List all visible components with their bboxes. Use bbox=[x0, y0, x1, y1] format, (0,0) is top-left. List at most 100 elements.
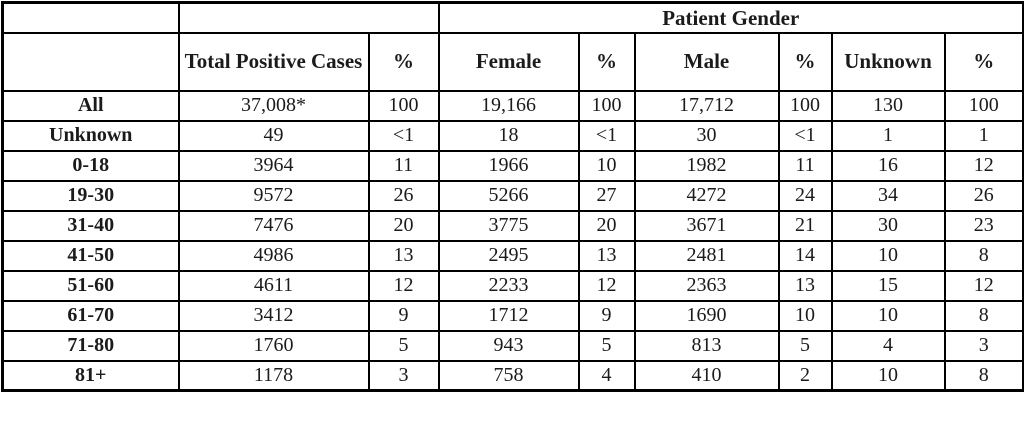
table-row: All 37,008* 100 19,166 100 17,712 100 13… bbox=[1, 89, 1024, 122]
cell-female: 1712 bbox=[437, 299, 580, 332]
table-row: 19-30 9572 26 5266 27 4272 24 34 26 bbox=[1, 179, 1024, 212]
cell-female: 19,166 bbox=[437, 89, 580, 122]
cell-male: 1982 bbox=[633, 149, 780, 182]
cell-male-pct: <1 bbox=[777, 119, 833, 152]
table-row: 61-70 3412 9 1712 9 1690 10 10 8 bbox=[1, 299, 1024, 332]
cell-male: 3671 bbox=[633, 209, 780, 242]
cell-unknown: 16 bbox=[830, 149, 946, 182]
cell-female-pct: 12 bbox=[577, 269, 636, 302]
table-row: 71-80 1760 5 943 5 813 5 4 3 bbox=[1, 329, 1024, 362]
cell-unknown-pct: 26 bbox=[943, 179, 1024, 212]
cell-total-pct: 20 bbox=[367, 209, 440, 242]
group-header-row: Patient Gender bbox=[1, 1, 1024, 34]
table-header: Patient Gender Total Positive Cases % Fe… bbox=[1, 1, 1024, 92]
col-header-male-pct: % bbox=[777, 31, 833, 92]
cell-male: 1690 bbox=[633, 299, 780, 332]
table-row: 41-50 4986 13 2495 13 2481 14 10 8 bbox=[1, 239, 1024, 272]
row-label: 61-70 bbox=[1, 299, 180, 332]
cell-female: 1966 bbox=[437, 149, 580, 182]
cell-unknown-pct: 8 bbox=[943, 239, 1024, 272]
row-label: 71-80 bbox=[1, 329, 180, 362]
cell-total-pct: 26 bbox=[367, 179, 440, 212]
cell-female-pct: 100 bbox=[577, 89, 636, 122]
cell-unknown-pct: 8 bbox=[943, 359, 1024, 392]
row-label: 0-18 bbox=[1, 149, 180, 182]
cell-unknown-pct: 1 bbox=[943, 119, 1024, 152]
col-header-female: Female bbox=[437, 31, 580, 92]
row-label: Unknown bbox=[1, 119, 180, 152]
cell-unknown-pct: 100 bbox=[943, 89, 1024, 122]
blank-agegroup-header-cell bbox=[1, 31, 180, 92]
cell-total: 3412 bbox=[177, 299, 370, 332]
cell-female-pct: <1 bbox=[577, 119, 636, 152]
cell-male: 813 bbox=[633, 329, 780, 362]
cell-unknown-pct: 8 bbox=[943, 299, 1024, 332]
cell-male: 2481 bbox=[633, 239, 780, 272]
cell-unknown: 10 bbox=[830, 239, 946, 272]
cell-male-pct: 2 bbox=[777, 359, 833, 392]
col-header-unknown: Unknown bbox=[830, 31, 946, 92]
cell-male-pct: 21 bbox=[777, 209, 833, 242]
cell-female-pct: 13 bbox=[577, 239, 636, 272]
blank-header-cell bbox=[177, 1, 440, 34]
cell-female-pct: 10 bbox=[577, 149, 636, 182]
cell-male: 2363 bbox=[633, 269, 780, 302]
cell-unknown-pct: 12 bbox=[943, 149, 1024, 182]
cell-male-pct: 13 bbox=[777, 269, 833, 302]
cell-total: 7476 bbox=[177, 209, 370, 242]
cell-total: 1760 bbox=[177, 329, 370, 362]
cell-unknown: 30 bbox=[830, 209, 946, 242]
row-label: 19-30 bbox=[1, 179, 180, 212]
row-label: 31-40 bbox=[1, 209, 180, 242]
cell-male-pct: 5 bbox=[777, 329, 833, 362]
cell-total: 4611 bbox=[177, 269, 370, 302]
cell-total-pct: 100 bbox=[367, 89, 440, 122]
table-row: Unknown 49 <1 18 <1 30 <1 1 1 bbox=[1, 119, 1024, 152]
cell-female: 18 bbox=[437, 119, 580, 152]
table-row: 51-60 4611 12 2233 12 2363 13 15 12 bbox=[1, 269, 1024, 302]
cell-male-pct: 24 bbox=[777, 179, 833, 212]
cell-male-pct: 14 bbox=[777, 239, 833, 272]
cell-unknown-pct: 3 bbox=[943, 329, 1024, 362]
cell-unknown-pct: 12 bbox=[943, 269, 1024, 302]
cell-total-pct: 12 bbox=[367, 269, 440, 302]
cell-unknown-pct: 23 bbox=[943, 209, 1024, 242]
cell-male: 410 bbox=[633, 359, 780, 392]
cell-male: 30 bbox=[633, 119, 780, 152]
cell-total-pct: 5 bbox=[367, 329, 440, 362]
cell-total-pct: 9 bbox=[367, 299, 440, 332]
cell-unknown: 1 bbox=[830, 119, 946, 152]
patient-gender-table: Patient Gender Total Positive Cases % Fe… bbox=[1, 1, 1024, 392]
cell-unknown: 10 bbox=[830, 359, 946, 392]
cell-total: 4986 bbox=[177, 239, 370, 272]
cell-total-pct: 13 bbox=[367, 239, 440, 272]
cell-total: 37,008* bbox=[177, 89, 370, 122]
row-label: 41-50 bbox=[1, 239, 180, 272]
cell-total: 3964 bbox=[177, 149, 370, 182]
table-row: 81+ 1178 3 758 4 410 2 10 8 bbox=[1, 359, 1024, 392]
cell-total-pct: 3 bbox=[367, 359, 440, 392]
cell-female: 758 bbox=[437, 359, 580, 392]
cell-female-pct: 5 bbox=[577, 329, 636, 362]
cell-male-pct: 11 bbox=[777, 149, 833, 182]
cell-female-pct: 27 bbox=[577, 179, 636, 212]
cell-female: 3775 bbox=[437, 209, 580, 242]
cell-male-pct: 10 bbox=[777, 299, 833, 332]
cell-total: 49 bbox=[177, 119, 370, 152]
cell-total-pct: <1 bbox=[367, 119, 440, 152]
cell-unknown: 130 bbox=[830, 89, 946, 122]
table-row: 31-40 7476 20 3775 20 3671 21 30 23 bbox=[1, 209, 1024, 242]
cell-female-pct: 9 bbox=[577, 299, 636, 332]
table-body: All 37,008* 100 19,166 100 17,712 100 13… bbox=[1, 89, 1024, 392]
cell-unknown: 10 bbox=[830, 299, 946, 332]
cell-total-pct: 11 bbox=[367, 149, 440, 182]
cell-female: 2233 bbox=[437, 269, 580, 302]
cell-female-pct: 20 bbox=[577, 209, 636, 242]
cell-unknown: 15 bbox=[830, 269, 946, 302]
cell-female: 943 bbox=[437, 329, 580, 362]
table-row: 0-18 3964 11 1966 10 1982 11 16 12 bbox=[1, 149, 1024, 182]
cell-male: 17,712 bbox=[633, 89, 780, 122]
cell-female: 5266 bbox=[437, 179, 580, 212]
cell-male-pct: 100 bbox=[777, 89, 833, 122]
col-header-total-pct: % bbox=[367, 31, 440, 92]
